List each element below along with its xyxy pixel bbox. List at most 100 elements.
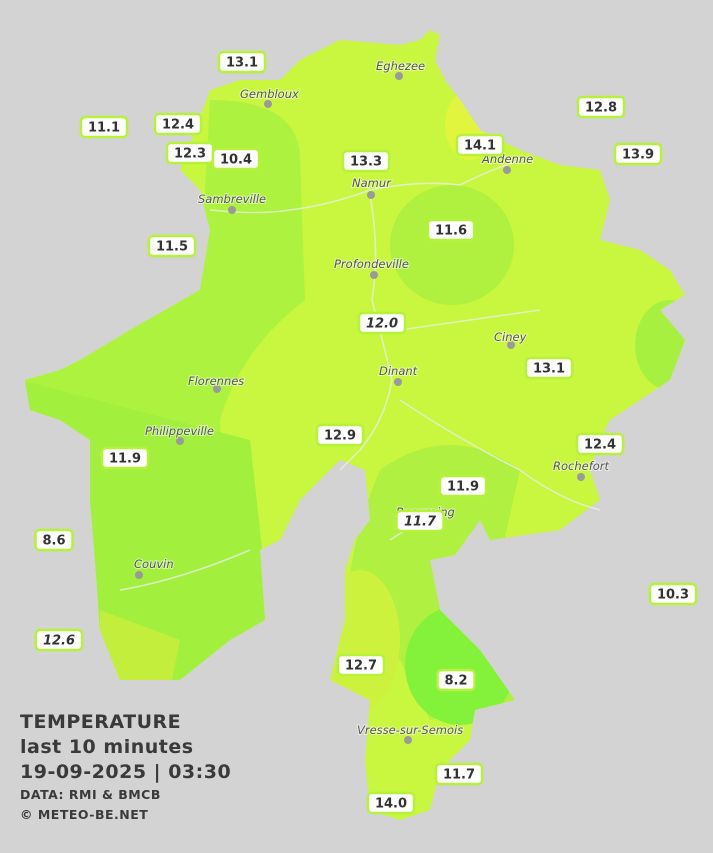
station-box — [217, 50, 267, 74]
caption-period: last 10 minutes — [20, 736, 194, 758]
station-value: 12.0 — [366, 317, 398, 332]
station-value: 13.3 — [350, 155, 382, 170]
station-box — [315, 423, 365, 447]
river — [399, 309, 541, 331]
city-label: Eghezee — [376, 59, 425, 73]
city-label: Profondeville — [334, 257, 409, 271]
station-box — [455, 133, 505, 157]
city-label: Sambreville — [198, 192, 266, 206]
river — [399, 399, 601, 511]
station-value: 13.1 — [533, 362, 565, 377]
station-value: 11.7 — [404, 515, 437, 530]
station-value: 11.6 — [435, 224, 467, 239]
station: 14.1 — [455, 133, 505, 157]
city-dot — [395, 72, 403, 80]
station: 13.3 — [341, 149, 391, 173]
station-value: 12.6 — [43, 634, 75, 649]
station-value: 12.8 — [585, 101, 617, 116]
station: 11.9 — [100, 446, 150, 470]
city-dot — [577, 473, 585, 481]
station-box — [438, 474, 488, 498]
city-dot — [176, 437, 184, 445]
station-value: 12.7 — [345, 659, 377, 674]
station: 12.6 — [34, 628, 84, 652]
station-box — [613, 142, 663, 166]
station-value: 14.0 — [375, 797, 407, 812]
city-label: Philippeville — [145, 424, 214, 438]
city-label: Ciney — [494, 330, 527, 344]
station-box — [575, 432, 625, 456]
city-dot — [404, 736, 412, 744]
station: 12.0 — [357, 311, 407, 335]
station: 14.0 — [366, 791, 416, 815]
city-label: Couvin — [134, 557, 174, 571]
station-value: 11.9 — [447, 480, 479, 495]
caption-datetime: 19-09-2025 | 03:30 — [20, 761, 232, 783]
station-value: 10.3 — [657, 588, 689, 603]
station-box — [211, 147, 261, 171]
cold-zone — [405, 605, 515, 725]
station-box — [436, 668, 476, 692]
caption-source: DATA: RMI & BMCB — [20, 787, 161, 802]
cool-zone — [345, 445, 520, 720]
rivers — [119, 159, 601, 591]
station: 11.7 — [434, 762, 484, 786]
city-label: Vresse-sur-Semois — [357, 723, 463, 737]
station: 8.6 — [34, 528, 74, 552]
station-box — [357, 311, 407, 335]
station: 8.2 — [436, 668, 476, 692]
station-value: 10.4 — [220, 153, 252, 168]
station: 11.7 — [395, 509, 445, 533]
station: 12.4 — [575, 432, 625, 456]
station-box — [147, 234, 197, 258]
station: 13.9 — [613, 142, 663, 166]
city-dot — [370, 271, 378, 279]
station-box — [100, 446, 150, 470]
station: 11.6 — [426, 218, 476, 242]
caption-copyright: © METEO-BE.NET — [20, 807, 149, 822]
station-value: 12.4 — [584, 438, 616, 453]
station-value: 13.9 — [622, 148, 654, 163]
caption: TEMPERATURE last 10 minutes 19-09-2025 |… — [20, 710, 231, 825]
city-dot — [228, 206, 236, 214]
river — [209, 159, 521, 214]
station-box — [34, 528, 74, 552]
station: 10.4 — [211, 147, 261, 171]
station-box — [395, 509, 445, 533]
station-box — [524, 356, 574, 380]
station: 11.9 — [438, 474, 488, 498]
station: 12.9 — [315, 423, 365, 447]
city-dot — [507, 341, 515, 349]
station-value: 11.9 — [109, 452, 141, 467]
city-dot — [503, 166, 511, 174]
city-dot — [135, 571, 143, 579]
station-box — [434, 762, 484, 786]
station: 12.4 — [153, 112, 203, 136]
cool-zone — [635, 300, 685, 390]
station: 12.8 — [576, 95, 626, 119]
station-box — [426, 218, 476, 242]
city-label: Florennes — [188, 374, 244, 388]
station-value: 8.2 — [444, 674, 467, 689]
station: 13.1 — [524, 356, 574, 380]
city-label: Gembloux — [240, 87, 299, 101]
station: 12.3 — [165, 141, 215, 165]
cool-zone — [390, 185, 514, 305]
station-value: 14.1 — [464, 139, 496, 154]
river — [119, 549, 251, 591]
city-dot — [264, 100, 272, 108]
city-dot — [367, 191, 375, 199]
station-value: 12.3 — [174, 147, 206, 162]
city-label: Dinant — [379, 364, 418, 378]
station-box — [648, 582, 698, 606]
city-label: Namur — [352, 176, 392, 190]
city-label: Rochefort — [553, 459, 610, 473]
warm-zone — [100, 610, 180, 690]
stations: 13.1 11.1 12.4 12.3 10.4 13.3 14.1 12.8 13.9 11.6… — [34, 50, 698, 815]
station-value: 12.9 — [324, 429, 356, 444]
station-value: 11.1 — [88, 121, 120, 136]
station-box — [34, 628, 84, 652]
station-value: 8.6 — [42, 534, 65, 549]
